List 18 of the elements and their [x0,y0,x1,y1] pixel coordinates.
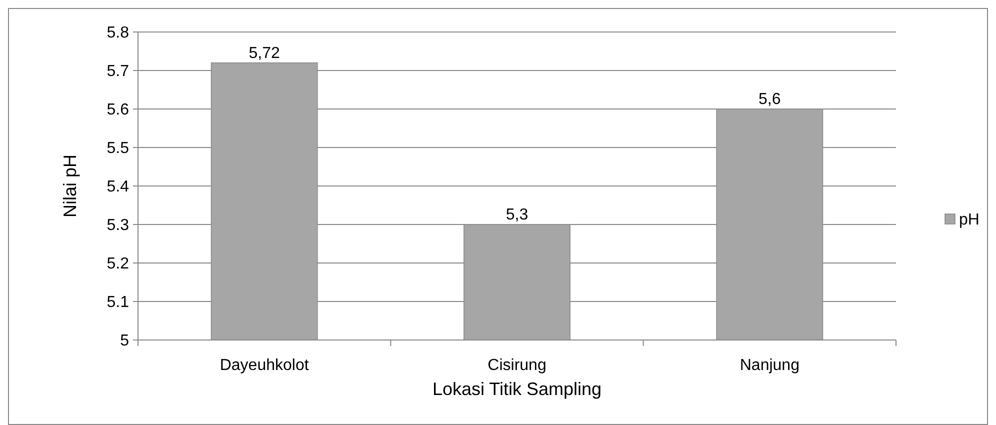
y-tick-label: 5.1 [106,294,130,312]
y-tick-label: 5.4 [106,178,130,196]
data-label: 5,72 [248,44,280,62]
y-tick-label: 5.8 [106,24,130,42]
y-tick-label: 5.6 [106,102,130,119]
x-tick-label: Nanjung [740,357,800,374]
legend-label: pH [959,212,980,229]
x-axis-title: Lokasi Titik Sampling [432,379,602,399]
data-label: 5,3 [506,206,528,224]
y-tick-label: 5.5 [106,140,130,158]
y-tick-label: 5.7 [106,63,130,80]
y-axis-title: Nilai pH [60,154,80,218]
y-tick-label: 5.3 [106,217,130,234]
data-label: 5,6 [758,91,781,108]
y-tick-label: 5.2 [106,256,130,273]
x-tick-label: Dayeuhkolot [220,357,310,374]
x-tick-label: Cisirung [488,357,546,374]
y-tick-label: 5 [120,332,130,350]
